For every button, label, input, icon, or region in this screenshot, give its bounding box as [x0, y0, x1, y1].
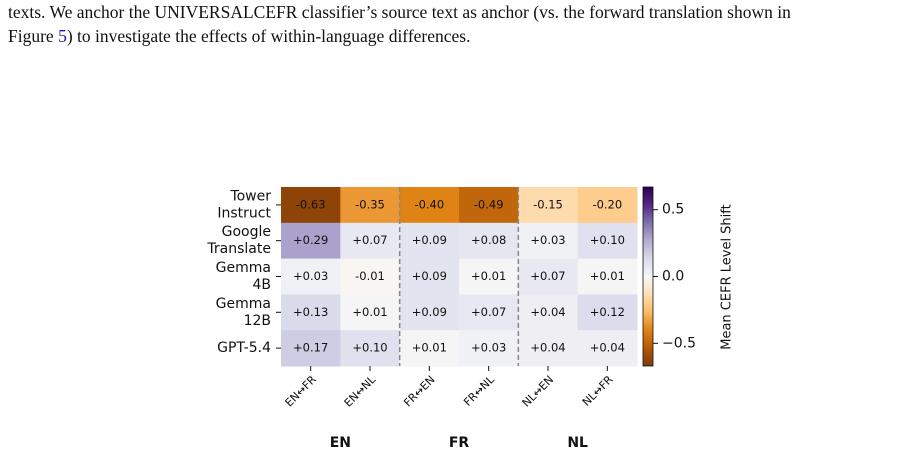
paragraph-line: texts. We anchor the UNIVERSALCEFR class… — [8, 2, 791, 22]
heatmap-cell — [399, 187, 460, 224]
y-tick-label: Translate — [206, 241, 271, 257]
heatmap-cell — [281, 258, 341, 295]
cell-label: +0.04 — [590, 341, 625, 355]
group-label: FR — [449, 435, 470, 451]
cell-label: -0.40 — [414, 197, 444, 211]
y-tick-label: Gemma — [216, 260, 271, 276]
y-tick-label: 4B — [252, 277, 271, 293]
cell-label: +0.12 — [590, 305, 625, 319]
cell-label: +0.09 — [412, 233, 447, 247]
cell-label: +0.10 — [352, 341, 387, 355]
cell-label: +0.13 — [293, 305, 328, 319]
cell-label: +0.29 — [293, 233, 328, 247]
x-tick-label: NL↔EN — [520, 373, 557, 410]
cell-label: -0.49 — [474, 197, 504, 211]
heatmap-cell — [399, 294, 460, 331]
cell-label: +0.03 — [471, 341, 506, 355]
heatmap-cell — [577, 294, 638, 331]
x-tick-label: NL↔FR — [580, 373, 616, 409]
heatmap-cell — [459, 187, 519, 224]
heatmap-cell — [399, 222, 460, 260]
cell-label: +0.03 — [530, 233, 565, 247]
heatmap-cell — [340, 187, 401, 224]
y-tick-label: Google — [222, 224, 271, 240]
cell-label: +0.03 — [293, 269, 328, 283]
heatmap-cell — [281, 294, 341, 331]
cell-label: -0.35 — [355, 197, 385, 211]
cell-label: +0.01 — [590, 269, 625, 283]
y-tick-label: 12B — [244, 313, 271, 329]
y-tick-label: Instruct — [217, 205, 271, 221]
cell-label: +0.01 — [471, 269, 506, 283]
text: Figure — [8, 26, 59, 46]
heatmap-cell — [577, 222, 638, 260]
heatmap-cell — [340, 294, 401, 331]
heatmap-cell — [518, 187, 579, 224]
heatmap-cell — [518, 258, 579, 295]
cell-label: +0.07 — [471, 305, 506, 319]
heatmap-cell — [340, 258, 401, 295]
colorbar-tick-label: −0.5 — [662, 335, 696, 351]
heatmap-cell — [399, 330, 460, 367]
cell-label: +0.10 — [590, 233, 625, 247]
cell-label: +0.09 — [412, 305, 447, 319]
y-tick-label: Gemma — [216, 296, 271, 312]
figure-ref[interactable]: 5 — [58, 26, 67, 46]
heatmap-cell — [340, 222, 401, 260]
colorbar-label: Mean CEFR Level Shift — [720, 204, 735, 349]
cell-label: +0.08 — [471, 233, 506, 247]
cell-label: +0.17 — [293, 341, 328, 355]
heatmap-cell — [281, 330, 341, 367]
cell-label: -0.15 — [533, 197, 563, 211]
heatmap-cell — [518, 294, 579, 331]
heatmap-cell — [459, 330, 519, 367]
cell-label: -0.01 — [355, 269, 385, 283]
heatmap-cell — [518, 330, 579, 367]
heatmap-cell — [459, 222, 519, 260]
cell-label: +0.04 — [530, 341, 565, 355]
x-tick-label: EN↔FR — [283, 373, 320, 410]
cell-label: +0.09 — [412, 269, 447, 283]
x-tick-label: EN↔NL — [342, 372, 379, 409]
cell-label: +0.07 — [530, 269, 565, 283]
x-tick-label: FR↔NL — [461, 372, 497, 408]
cell-label: -0.20 — [592, 197, 622, 211]
heatmap-cell — [281, 187, 341, 224]
cell-label: +0.01 — [412, 341, 447, 355]
cell-label: -0.63 — [296, 197, 326, 211]
colorbar — [642, 186, 654, 367]
cell-label: +0.04 — [530, 305, 565, 319]
heatmap-cell — [340, 330, 401, 367]
cell-label: +0.07 — [352, 233, 387, 247]
heatmap-cell — [577, 330, 638, 367]
heatmap-cell — [518, 222, 579, 260]
y-tick-label: Tower — [229, 188, 271, 204]
cell-label: +0.01 — [352, 305, 387, 319]
group-label: NL — [567, 435, 588, 451]
heatmap-cell — [459, 258, 519, 295]
heatmap-cell — [577, 187, 638, 224]
heatmap-cell — [399, 258, 460, 295]
x-tick-label: FR↔EN — [401, 373, 437, 409]
colorbar-tick-label: 0.0 — [662, 269, 684, 285]
y-tick-label: GPT-5.4 — [217, 340, 271, 356]
heatmap-cell — [459, 294, 519, 331]
group-label: EN — [330, 435, 351, 451]
heatmap-cell — [281, 222, 341, 260]
paragraph-line: Figure 5) to investigate the effects of … — [8, 26, 470, 47]
colorbar-tick-label: 0.5 — [662, 202, 684, 218]
text: ) to investigate the effects of within-l… — [66, 26, 471, 46]
heatmap-cell — [577, 258, 638, 295]
